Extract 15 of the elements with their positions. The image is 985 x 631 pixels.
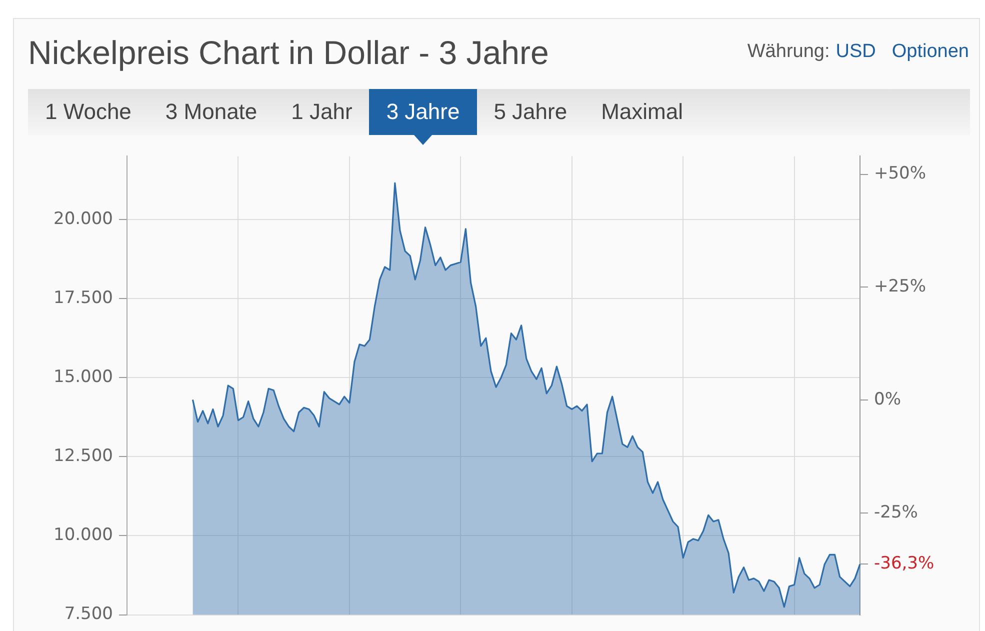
y-tick-label: 12.500 [54,446,113,466]
y-tick-label: 20.000 [54,208,113,229]
text: Optionen [892,41,969,63]
text: Währung: [747,41,830,63]
text: USD [836,41,876,63]
y-tick-label: 7.500 [64,604,113,624]
y2-tick-label: 0% [874,390,901,410]
y2-tick-label: -36,3% [874,554,934,574]
y2-tick-label: -25% [874,502,918,523]
y-tick-label: 10.000 [54,525,113,546]
y-tick-label: 17.500 [54,288,113,308]
y2-tick-label: +50% [874,164,926,184]
y2-tick-label: +25% [874,276,926,297]
chart-title: Nickelpreis Chart in Dollar - 3 Jahre [28,34,549,71]
y-tick-label: 15.000 [54,367,113,388]
